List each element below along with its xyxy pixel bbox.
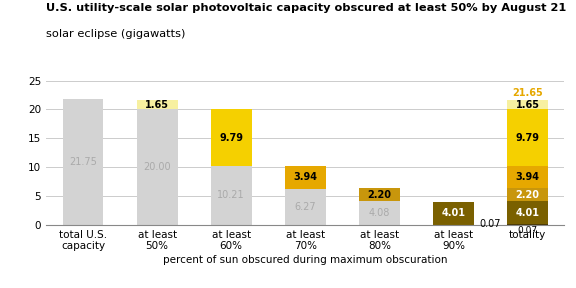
Bar [359,201,400,225]
Text: 1.65: 1.65 [516,100,540,110]
Bar [507,166,548,188]
Text: 21.75: 21.75 [69,157,97,167]
Text: U.S. utility-scale solar photovoltaic capacity obscured at least 50% by August 2: U.S. utility-scale solar photovoltaic ca… [46,3,566,13]
Text: solar eclipse (gigawatts): solar eclipse (gigawatts) [46,29,185,39]
Bar [137,109,177,225]
X-axis label: percent of sun obscured during maximum obscuration: percent of sun obscured during maximum o… [163,255,448,265]
Text: 3.94: 3.94 [516,172,540,182]
Bar [507,100,548,109]
Bar [507,109,548,166]
Text: 20.00: 20.00 [143,162,171,172]
Text: 6.27: 6.27 [294,202,316,212]
Text: 1.65: 1.65 [145,100,169,110]
Bar [211,166,252,225]
Text: 4.08: 4.08 [369,208,390,218]
Bar [359,188,400,201]
Text: 4.01: 4.01 [441,208,465,218]
Bar [507,201,548,224]
Text: 2.20: 2.20 [367,190,391,200]
Bar [211,109,252,166]
Text: 9.79: 9.79 [219,133,243,143]
Bar [507,188,548,201]
Text: 0.07: 0.07 [517,226,537,235]
Text: 9.79: 9.79 [516,132,540,143]
Text: 2.20: 2.20 [516,190,540,200]
Text: 21.65: 21.65 [512,88,543,98]
Text: 4.01: 4.01 [516,208,540,218]
Bar [137,100,177,109]
Text: 0.07: 0.07 [480,219,501,229]
Text: 3.94: 3.94 [293,172,317,182]
Bar [433,202,473,225]
Bar [507,224,548,225]
Bar [285,189,325,225]
Text: 10.21: 10.21 [217,190,245,200]
Bar [63,99,104,225]
Bar [285,166,325,189]
